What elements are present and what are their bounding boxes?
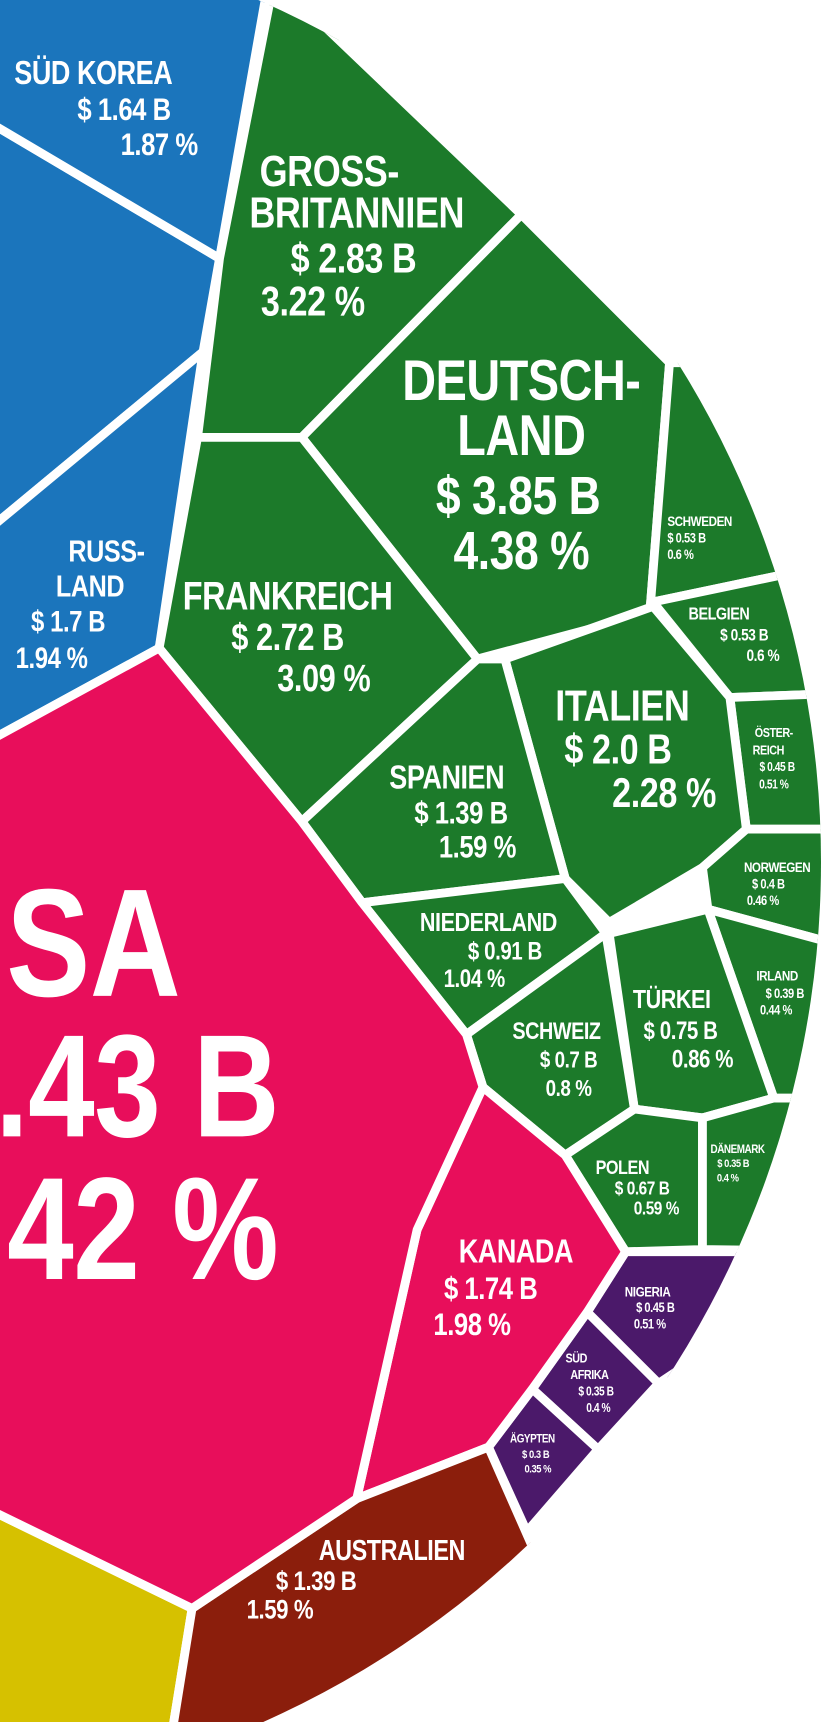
cell-value: $ 2.83 B [291,236,417,283]
cell-share: 0.44 % [760,1003,792,1018]
cell-name: SA [6,857,180,1029]
cell-value: $ 0.67 B [615,1177,670,1199]
cell-name: NIEDERLAND [420,909,557,939]
cell-name: ÖSTER-REICH [753,724,794,758]
cell-name: ITALIEN [555,681,689,730]
cell-share: 0.4 % [717,1172,740,1184]
cell [698,824,821,960]
cell-share: 4.38 % [454,520,590,581]
cell-share: 0.8 % [546,1076,593,1101]
cell-value: $ 1.64 B [77,92,170,127]
cell-value: $ 1.39 B [276,1566,356,1596]
cell-name: NORWEGEN [744,859,810,875]
cell-share: 0.86 % [672,1044,733,1072]
cell-value: $ 0.53 B [667,531,706,546]
cell-share: 1.04 % [444,964,505,992]
cell-share: 0.51 % [634,1317,666,1332]
cell-value: $ 0.35 B [717,1158,750,1170]
cell-value: $ 0.91 B [468,937,542,965]
cell-value: $ 2.0 B [564,726,671,773]
cell-share: 3.09 % [277,658,370,700]
cell-name: DÄNEMARK [711,1142,766,1156]
cell [0,643,488,1613]
cell-name: IRLAND [756,968,798,984]
cell-name: SCHWEIZ [512,1017,600,1044]
cell [645,358,821,618]
cell-name: FRANKREICH [183,573,393,618]
cell-name: AUSTRALIEN [319,1534,465,1567]
cell-name: SPANIEN [389,760,504,796]
cell-name: KANADA [459,1234,573,1270]
cell-name: POLEN [596,1156,650,1178]
cell-name: GROSS-BRITANNIEN [249,146,464,237]
cell-share: 1.59 % [247,1595,314,1625]
cell-value: $ 0.7 B [540,1047,598,1072]
cell-value: $ 1.7 B [31,605,105,638]
cell-value: $ 0.3 B [522,1449,550,1461]
cell-share: 0.4 % [586,1402,610,1415]
cell-name: SÜD AFRIKA [566,1350,610,1383]
cell-share: 0.59 % [634,1196,679,1218]
cell-share: 0.35 % [525,1463,553,1475]
cell-share: 0.6 % [746,647,780,666]
cell-share: 0.6 % [667,547,694,562]
cell-share: 1.87 % [121,127,198,162]
cell-share: 1.59 % [439,830,516,865]
cell-value: $ 0.4 B [752,877,785,892]
cell-value: .43 B [0,1005,279,1168]
cell-name: BELGIEN [689,604,750,624]
labels: SÜD KOREA$ 1.64 B1.87 % RUSS-LAND$ 1.7 B 1… [0,55,811,1625]
cell-value: $ 2.72 B [231,617,344,659]
cell-share: 1.98 % [433,1307,510,1342]
cell-share: 42 % [7,1148,278,1311]
cell-share: 1.94 % [16,642,88,675]
cell-name: NIGERIA [625,1284,672,1300]
cell-name: ÄGYPTEN [510,1432,555,1446]
cell-name: DEUTSCH-LAND [402,349,640,467]
cell-value: $ 0.39 B [766,986,805,1001]
cell-name: SÜD KOREA [14,55,172,91]
cell-value: $ 3.85 B [436,465,600,526]
cell-value: $ 0.35 B [578,1386,613,1399]
cell-share: 3.22 % [261,278,365,325]
cell-value: $ 0.53 B [720,626,769,645]
cell-value: $ 0.45 B [760,761,795,774]
cell-name: RUSS-LAND [56,534,145,603]
cell-share: 0.46 % [747,893,779,908]
cell-share: 0.51 % [759,779,789,792]
cell-value: $ 1.74 B [444,1271,537,1306]
cell-value: $ 1.39 B [414,796,507,831]
cell-name: TÜRKEI [633,985,711,1015]
cell-name: SCHWEDEN [667,514,732,530]
cell-share: 2.28 % [612,770,716,817]
cell-value: $ 0.75 B [644,1016,718,1044]
cell-value: $ 0.45 B [636,1300,675,1315]
